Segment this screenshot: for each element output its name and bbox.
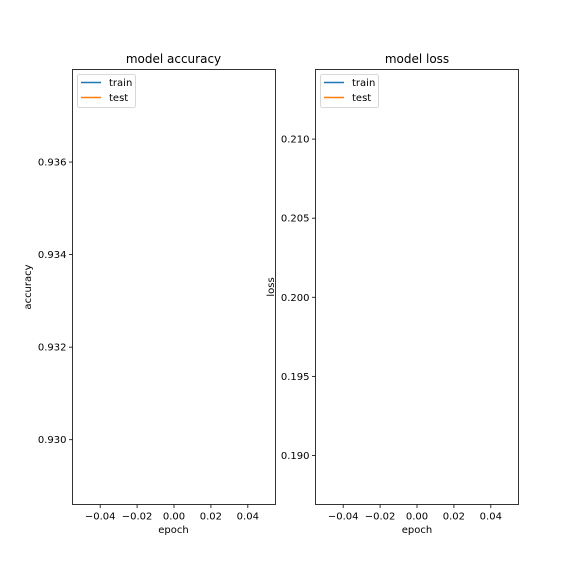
accuracy-y-ticks: 0.930 0.932 0.934 0.936 [38,158,73,446]
loss-y-tick-label: 0.195 [281,372,310,383]
accuracy-y-tick-label: 0.936 [38,158,67,169]
loss-subplot: model loss epoch loss −0.04 −0.02 0.00 0.02… [266,52,519,536]
loss-legend-train-label: train [352,78,375,89]
accuracy-x-ticks: −0.04 −0.02 0.00 0.02 0.04 [85,504,259,523]
accuracy-y-tick-label: 0.930 [38,435,67,446]
accuracy-x-tick-label: −0.02 [122,512,153,523]
loss-y-ticks: 0.190 0.195 0.200 0.205 0.210 [281,135,316,462]
loss-x-tick-label: 0.00 [406,512,428,523]
loss-x-tick-label: 0.02 [443,512,465,523]
accuracy-legend-train-label: train [109,78,132,89]
loss-x-ticks: −0.04 −0.02 0.00 0.02 0.04 [328,504,502,523]
accuracy-legend: train test [77,74,136,108]
accuracy-ylabel: accuracy [23,264,34,309]
accuracy-subplot: model accuracy epoch accuracy −0.04 −0.02… [23,52,276,536]
accuracy-y-tick-label: 0.934 [38,250,67,261]
loss-legend-test-label: test [352,93,371,104]
loss-title: model loss [385,52,449,66]
loss-plot-frame [315,69,519,505]
accuracy-y-tick-label: 0.932 [38,343,67,354]
accuracy-x-tick-label: 0.02 [200,512,222,523]
loss-y-tick-label: 0.200 [281,293,310,304]
loss-y-tick-label: 0.210 [281,135,310,146]
loss-x-tick-label: −0.04 [328,512,359,523]
loss-legend: train test [320,74,379,108]
loss-y-tick-label: 0.190 [281,451,310,462]
accuracy-x-tick-label: 0.00 [163,512,185,523]
loss-y-tick-label: 0.205 [281,214,310,225]
accuracy-x-tick-label: −0.04 [85,512,116,523]
accuracy-plot-frame [72,69,276,505]
accuracy-xlabel: epoch [158,525,188,536]
loss-x-tick-label: −0.02 [365,512,396,523]
accuracy-title: model accuracy [126,52,221,66]
loss-ylabel: loss [266,277,277,296]
loss-x-tick-label: 0.04 [480,512,502,523]
loss-xlabel: epoch [402,525,432,536]
accuracy-x-tick-label: 0.04 [237,512,259,523]
accuracy-legend-test-label: test [109,93,128,104]
